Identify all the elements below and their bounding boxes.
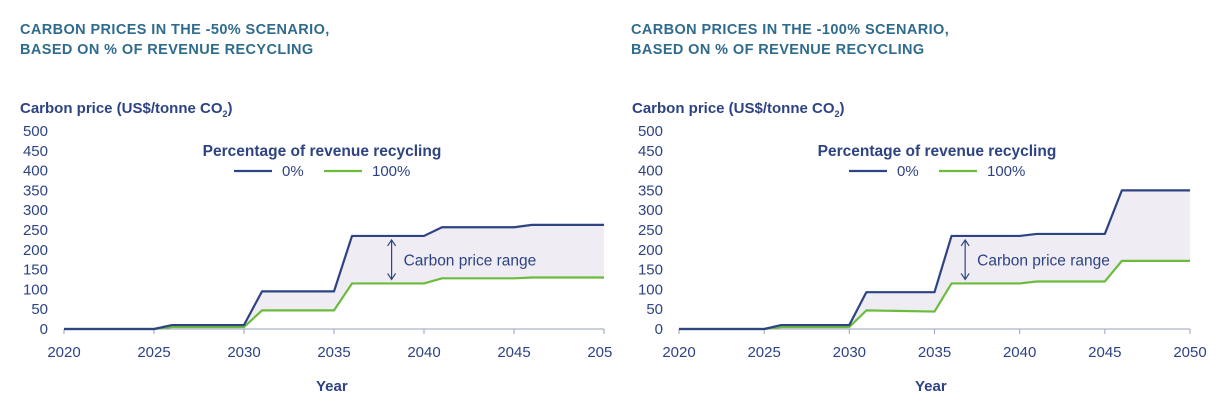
y-tick-label: 50 (31, 301, 48, 318)
y-axis-label: Carbon price (US$/tonne CO2) (20, 100, 233, 119)
price-range-area (64, 224, 604, 329)
y-tick-label: 450 (23, 143, 48, 160)
y-tick-label: 150 (23, 262, 48, 279)
chart-plot: 0 50 100 150 200 250 300 350 400 450 500 2020 2025 20… (23, 123, 612, 361)
x-tick-label: 2020 (47, 344, 80, 361)
y-tick-label: 250 (23, 222, 48, 239)
x-tick-label: 2035 (317, 344, 350, 361)
y-tick-label: 400 (638, 163, 663, 180)
legend-label-0pct: 0% (282, 163, 304, 180)
x-tick-label: 2050 (1173, 344, 1206, 361)
x-tick-label: 2040 (1003, 344, 1036, 361)
x-axis-label: Year (915, 378, 947, 395)
y-tick-label: 100 (638, 281, 663, 298)
range-annotation: Carbon price range (977, 253, 1110, 270)
price-range-area (679, 190, 1190, 329)
y-tick-label: 500 (23, 123, 48, 140)
legend-title: Percentage of revenue recycling (203, 143, 442, 160)
series-line-100pct (679, 259, 1190, 331)
range-arrow-head-bottom (960, 273, 970, 281)
series-line-0pct (679, 189, 1190, 331)
range-arrow-head-top (387, 238, 397, 247)
y-axis-label-end: ) (839, 100, 845, 117)
series-line-100pct (64, 276, 604, 331)
y-tick-label: 350 (23, 182, 48, 199)
y-axis-label-subscript: 2 (834, 109, 840, 119)
y-tick-label: 350 (638, 182, 663, 199)
y-axis-label-subscript: 2 (222, 109, 228, 119)
x-tick-label: 2050 (587, 344, 612, 361)
x-tick-label: 2030 (833, 344, 866, 361)
x-tick-label: 2025 (747, 344, 780, 361)
x-tick-label: 2030 (227, 344, 260, 361)
y-tick-label: 100 (23, 281, 48, 298)
x-tick-label: 2045 (497, 344, 530, 361)
y-tick-label: 200 (638, 242, 663, 259)
x-tick-label: 2040 (407, 344, 440, 361)
y-axis-label-text: Carbon price (US$/tonne CO (632, 100, 835, 117)
series-line-0pct (64, 223, 604, 331)
y-tick-label: 300 (638, 202, 663, 219)
y-axis-label: Carbon price (US$/tonne CO2) (632, 100, 845, 119)
chart-panel-right: CARBON PRICES IN THE -100% SCENARIO, BAS… (612, 0, 1224, 417)
x-tick-label: 2020 (662, 344, 695, 361)
y-axis-label-text: Carbon price (US$/tonne CO (20, 100, 223, 117)
legend-label-100pct: 100% (987, 163, 1025, 180)
x-tick-label: 2025 (137, 344, 170, 361)
legend-title: Percentage of revenue recycling (818, 143, 1057, 160)
y-tick-label: 450 (638, 143, 663, 160)
y-tick-label: 0 (655, 321, 663, 338)
x-axis-label: Year (316, 378, 348, 395)
chart-panel-left: CARBON PRICES IN THE -50% SCENARIO, BASE… (20, 22, 612, 395)
y-tick-label: 50 (646, 301, 663, 318)
x-tick-label: 2035 (918, 344, 951, 361)
x-tick-label: 2045 (1088, 344, 1121, 361)
y-axis-label-end: ) (227, 100, 233, 117)
y-tick-label: 200 (23, 242, 48, 259)
y-tick-label: 250 (638, 222, 663, 239)
y-tick-label: 500 (638, 123, 663, 140)
chart-title: CARBON PRICES IN THE -50% SCENARIO, BASE… (20, 22, 330, 58)
y-tick-label: 300 (23, 202, 48, 219)
range-arrow-head-top (960, 238, 970, 247)
y-tick-label: 0 (40, 321, 48, 338)
legend-label-100pct: 100% (372, 163, 410, 180)
y-tick-label: 150 (638, 262, 663, 279)
chart-plot: 0 50 100 150 200 250 300 350 400 450 500 2020 2025 20… (638, 123, 1207, 361)
y-tick-label: 400 (23, 163, 48, 180)
chart-title: CARBON PRICES IN THE -100% SCENARIO, BAS… (631, 22, 950, 58)
legend-label-0pct: 0% (897, 163, 919, 180)
range-annotation: Carbon price range (404, 253, 537, 270)
range-arrow-head-bottom (387, 273, 397, 281)
